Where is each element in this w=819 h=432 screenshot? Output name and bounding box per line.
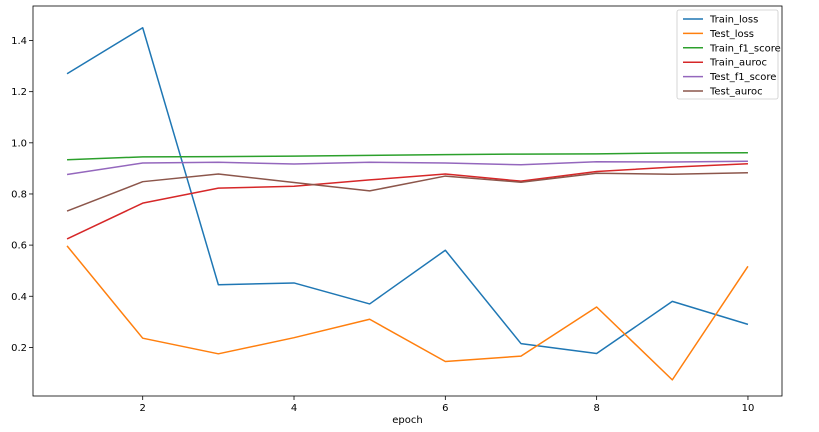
legend-entries: Train_loss Test_loss Train_f1_score Train_a… [683,15,781,98]
legend-label: Test_auroc [709,87,763,98]
series-line-train-loss [66,26,749,355]
plot-frame [32,5,783,397]
series-line-test-f1-score [66,160,748,176]
y-tick-label: 0.2 [11,343,27,354]
series-line-train-auroc [66,163,748,240]
x-tick-label: 2 [140,403,146,414]
legend-label: Train_loss [709,15,758,26]
x-tick-label: 8 [593,403,599,414]
x-tick-label: 10 [742,403,755,414]
y-tick-label: 0.8 [11,189,27,200]
y-axis-ticks: 0.2 0.4 0.6 0.8 1.0 1.2 1.4 [11,36,33,354]
x-tick-label: 6 [442,403,448,414]
legend: Train_loss Test_loss Train_f1_score Train_a… [676,9,781,100]
series-line-train-f1-score [67,152,748,161]
legend-label: Test_loss [709,29,754,40]
legend-label: Test_f1_score [709,72,776,83]
series-line-test-auroc [66,171,748,212]
y-tick-label: 1.0 [11,138,27,149]
x-axis-label: epoch [392,415,422,426]
series-line-test-loss [66,245,749,381]
legend-label: Train_f1_score [709,43,781,54]
y-tick-label: 0.4 [11,292,27,303]
x-tick-label: 4 [291,403,297,414]
x-axis-ticks: 2 4 6 8 10 [140,396,755,414]
y-tick-label: 0.6 [11,241,27,252]
y-tick-label: 1.4 [11,36,27,47]
series-layer [66,26,749,381]
y-tick-label: 1.2 [11,87,27,98]
legend-label: Train_auroc [709,58,767,69]
